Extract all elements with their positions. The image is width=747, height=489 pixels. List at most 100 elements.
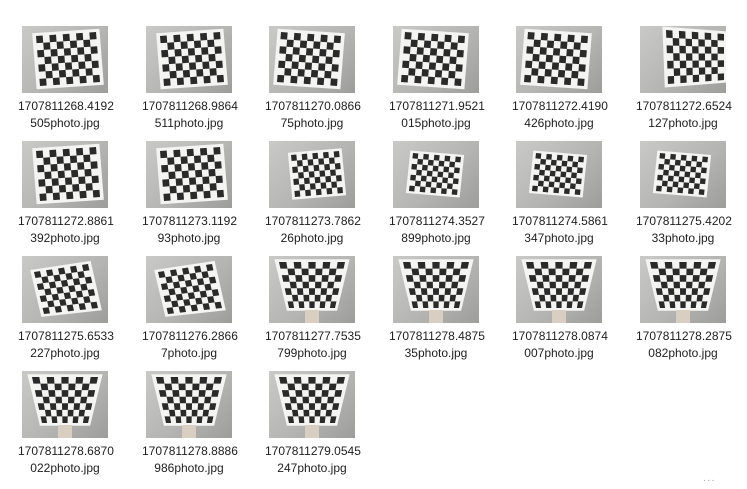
- file-item[interactable]: 1707811274.5861 347photo.jpg: [512, 141, 628, 253]
- file-item[interactable]: 1707811275.6533 227photo.jpg: [18, 256, 134, 368]
- checker-square: [39, 193, 46, 201]
- checker-square: [321, 182, 327, 188]
- image-thumbnail[interactable]: [640, 256, 726, 323]
- file-name[interactable]: 1707811272.8861 392photo.jpg: [18, 213, 112, 247]
- file-item[interactable]: 1707811270.0866 75photo.jpg: [265, 26, 381, 138]
- file-name-line: 33photo.jpg: [636, 230, 730, 247]
- file-name[interactable]: 1707811278.0874 007photo.jpg: [512, 328, 606, 362]
- image-thumbnail[interactable]: [393, 26, 479, 93]
- checker-square: [424, 40, 431, 48]
- file-name[interactable]: 1707811274.3527 899photo.jpg: [389, 213, 483, 247]
- image-thumbnail[interactable]: [22, 141, 108, 208]
- image-thumbnail[interactable]: [516, 141, 602, 208]
- checker-square: [443, 167, 449, 173]
- file-item[interactable]: 1707811278.6870 022photo.jpg: [18, 371, 134, 483]
- checker-square: [38, 64, 45, 72]
- checker-square: [161, 50, 168, 58]
- file-item[interactable]: 1707811277.7535 799photo.jpg: [265, 256, 381, 368]
- checker-square: [63, 34, 70, 42]
- file-item[interactable]: 1707811278.2875 082photo.jpg: [636, 256, 747, 368]
- checker-square: [427, 171, 433, 177]
- checker-square: [161, 165, 168, 173]
- image-thumbnail[interactable]: [640, 26, 726, 93]
- file-name[interactable]: 1707811268.9864 511photo.jpg: [142, 98, 236, 132]
- checker-square: [63, 149, 70, 157]
- file-name[interactable]: 1707811273.1192 93photo.jpg: [142, 213, 236, 247]
- checker-square: [422, 69, 429, 77]
- file-name[interactable]: 1707811278.8886 986photo.jpg: [142, 443, 236, 477]
- checker-square: [535, 153, 541, 159]
- file-name[interactable]: 1707811275.6533 227photo.jpg: [18, 328, 112, 362]
- file-item[interactable]: 1707811273.1192 93photo.jpg: [142, 141, 258, 253]
- checker-square: [181, 156, 188, 164]
- file-name[interactable]: 1707811277.7535 799photo.jpg: [265, 328, 359, 362]
- file-name[interactable]: 1707811276.2866 7photo.jpg: [142, 328, 236, 362]
- checker-square: [214, 161, 221, 169]
- image-thumbnail[interactable]: [22, 26, 108, 93]
- file-item[interactable]: 1707811275.4202 33photo.jpg: [636, 141, 747, 253]
- file-item[interactable]: 1707811268.9864 511photo.jpg: [142, 26, 258, 138]
- file-name[interactable]: 1707811274.5861 347photo.jpg: [512, 213, 606, 247]
- file-item[interactable]: 1707811276.2866 7photo.jpg: [142, 256, 258, 368]
- file-name-line: 1707811278.2875: [636, 328, 730, 345]
- file-name[interactable]: 1707811278.6870 022photo.jpg: [18, 443, 112, 477]
- checker-square: [711, 54, 717, 61]
- file-item[interactable]: 1707811278.8886 986photo.jpg: [142, 371, 258, 483]
- file-name[interactable]: 1707811278.4875 35photo.jpg: [389, 328, 483, 362]
- image-thumbnail[interactable]: [516, 256, 602, 323]
- checker-square: [556, 275, 563, 282]
- checker-square: [45, 410, 52, 417]
- image-thumbnail[interactable]: [269, 371, 355, 438]
- checker-square: [445, 288, 452, 295]
- image-thumbnail[interactable]: [269, 141, 355, 208]
- image-thumbnail[interactable]: [146, 371, 232, 438]
- file-name[interactable]: 1707811272.4190 426photo.jpg: [512, 98, 606, 132]
- image-thumbnail[interactable]: [22, 371, 108, 438]
- checker-square: [559, 182, 565, 188]
- image-thumbnail[interactable]: [146, 141, 232, 208]
- file-item[interactable]: 1707811278.4875 35photo.jpg: [389, 256, 505, 368]
- image-thumbnail[interactable]: [640, 141, 726, 208]
- file-item[interactable]: 1707811272.4190 426photo.jpg: [512, 26, 628, 138]
- file-name[interactable]: 1707811272.6524 127photo.jpg: [636, 98, 730, 132]
- file-item[interactable]: 1707811273.7862 26photo.jpg: [265, 141, 381, 253]
- checker-square: [450, 295, 457, 302]
- file-name[interactable]: 1707811268.4192 505photo.jpg: [18, 98, 112, 132]
- file-item[interactable]: 1707811268.4192 505photo.jpg: [18, 26, 134, 138]
- image-thumbnail[interactable]: [146, 256, 232, 323]
- image-thumbnail[interactable]: [393, 141, 479, 208]
- file-name[interactable]: 1707811271.9521 015photo.jpg: [389, 98, 483, 132]
- file-item[interactable]: 1707811271.9521 015photo.jpg: [389, 26, 505, 138]
- image-thumbnail[interactable]: [269, 26, 355, 93]
- checker-square: [672, 269, 679, 276]
- checker-square: [49, 150, 56, 158]
- checkerboard-image: [269, 26, 355, 93]
- file-name[interactable]: 1707811273.7862 26photo.jpg: [265, 213, 359, 247]
- checker-square: [50, 164, 57, 172]
- checker-square: [554, 176, 560, 182]
- file-item[interactable]: 1707811272.8861 392photo.jpg: [18, 141, 134, 253]
- file-item[interactable]: 1707811272.6524 127photo.jpg: [636, 26, 747, 138]
- image-thumbnail[interactable]: [22, 256, 108, 323]
- image-thumbnail[interactable]: [516, 26, 602, 93]
- checker-square: [54, 384, 61, 391]
- image-thumbnail[interactable]: [269, 256, 355, 323]
- checker-square: [292, 410, 299, 417]
- image-thumbnail[interactable]: [146, 26, 232, 93]
- file-name-line: 1707811268.4192: [18, 98, 112, 115]
- checker-square: [538, 61, 545, 69]
- file-item[interactable]: 1707811279.0545 247photo.jpg: [265, 371, 381, 483]
- checker-square: [177, 193, 184, 201]
- image-thumbnail[interactable]: [393, 256, 479, 323]
- checkerboard-image: [146, 26, 232, 93]
- checker-square: [543, 186, 549, 192]
- file-name[interactable]: 1707811279.0545 247photo.jpg: [265, 443, 359, 477]
- checker-square: [200, 377, 208, 384]
- file-name[interactable]: 1707811275.4202 33photo.jpg: [636, 213, 730, 247]
- checker-square: [680, 301, 685, 308]
- file-name[interactable]: 1707811278.2875 082photo.jpg: [636, 328, 730, 362]
- file-item[interactable]: 1707811274.3527 899photo.jpg: [389, 141, 505, 253]
- file-item[interactable]: 1707811278.0874 007photo.jpg: [512, 256, 628, 368]
- checker-square: [525, 61, 532, 69]
- file-name[interactable]: 1707811270.0866 75photo.jpg: [265, 98, 359, 132]
